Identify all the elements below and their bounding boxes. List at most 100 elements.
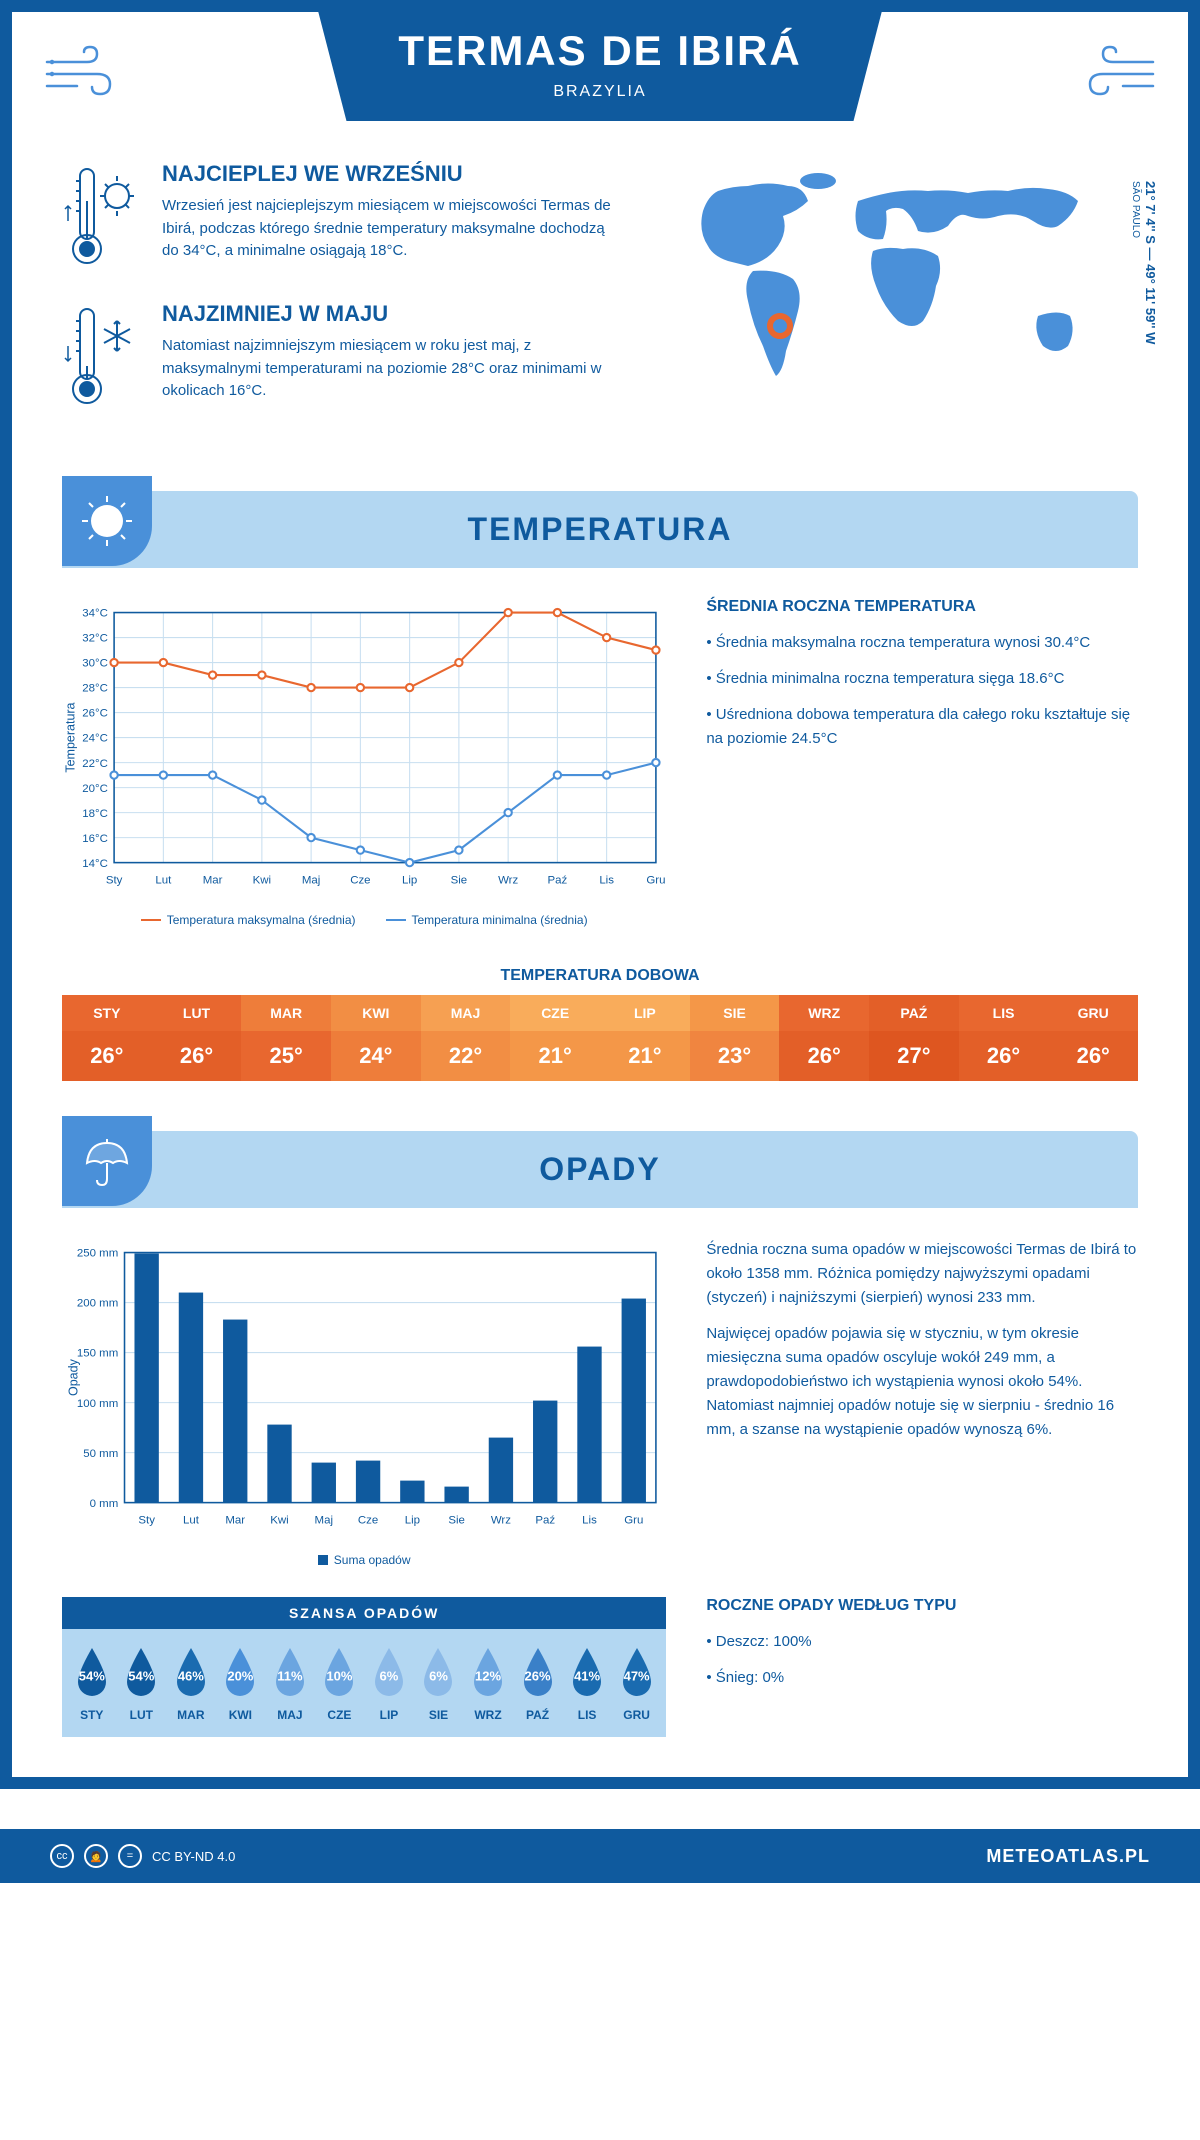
page-footer: cc 🙍 = CC BY-ND 4.0 METEOATLAS.PL [0, 1829, 1200, 1883]
svg-text:34°C: 34°C [82, 608, 108, 620]
site-name: METEOATLAS.PL [986, 1846, 1150, 1867]
rain-section-header: OPADY [62, 1131, 1138, 1208]
svg-text:16°C: 16°C [82, 833, 108, 845]
svg-text:20°C: 20°C [82, 783, 108, 795]
rain-chance-cell: 47% GRU [612, 1644, 662, 1722]
svg-text:250 mm: 250 mm [77, 1248, 118, 1260]
svg-text:28°C: 28°C [82, 683, 108, 695]
rain-chance-cell: 20% KWI [216, 1644, 266, 1722]
temp-bullet: • Średnia maksymalna roczna temperatura … [706, 631, 1138, 655]
world-map: 21° 7' 4'' S — 49° 11' 59'' W SÃO PAULO [658, 161, 1138, 441]
rain-chance-cell: 54% STY [67, 1644, 117, 1722]
svg-text:Lip: Lip [405, 1514, 420, 1526]
temp-table-cell: SIE 23° [690, 995, 780, 1081]
svg-text:14°C: 14°C [82, 858, 108, 870]
svg-text:50 mm: 50 mm [83, 1448, 118, 1460]
license-text: CC BY-ND 4.0 [152, 1849, 235, 1864]
thermometer-snow-icon [62, 301, 142, 416]
svg-text:18°C: 18°C [82, 808, 108, 820]
svg-text:Sie: Sie [448, 1514, 465, 1526]
sun-icon [62, 476, 152, 566]
rain-chance-cell: 26% PAŹ [513, 1644, 563, 1722]
rain-title: OPADY [62, 1151, 1138, 1188]
svg-text:0 mm: 0 mm [90, 1498, 119, 1510]
svg-text:30°C: 30°C [82, 658, 108, 670]
svg-text:Lut: Lut [155, 874, 172, 886]
rain-chance-cell: 41% LIS [562, 1644, 612, 1722]
svg-text:Mar: Mar [225, 1514, 245, 1526]
svg-text:200 mm: 200 mm [77, 1298, 118, 1310]
coldest-block: NAJZIMNIEJ W MAJU Natomiast najzimniejsz… [62, 301, 618, 416]
rain-chance-cell: 6% LIP [364, 1644, 414, 1722]
svg-text:Maj: Maj [315, 1514, 333, 1526]
rain-chance-title: SZANSA OPADÓW [62, 1597, 666, 1629]
temp-legend: Temperatura maksymalna (średnia) Tempera… [62, 913, 666, 927]
rain-chance-cell: 54% LUT [117, 1644, 167, 1722]
title-banner: TERMAS DE IBIRÁ BRAZYLIA [318, 12, 881, 121]
rain-chance-widget: SZANSA OPADÓW 54% STY 54% LUT 46% MAR 20… [62, 1597, 666, 1737]
svg-text:Lis: Lis [582, 1514, 597, 1526]
svg-text:Sty: Sty [106, 874, 123, 886]
svg-text:Lis: Lis [599, 874, 614, 886]
daily-temp-title: TEMPERATURA DOBOWA [12, 967, 1188, 985]
umbrella-icon [62, 1116, 152, 1206]
hottest-text: Wrzesień jest najcieplejszym miesiącem w… [162, 195, 618, 263]
rain-type: • Śnieg: 0% [706, 1666, 1138, 1690]
rain-chance-cell: 10% CZE [315, 1644, 365, 1722]
svg-text:Wrz: Wrz [498, 874, 518, 886]
svg-text:Sie: Sie [451, 874, 468, 886]
svg-text:Cze: Cze [358, 1514, 378, 1526]
hottest-title: NAJCIEPLEJ WE WRZEŚNIU [162, 161, 618, 187]
temp-table-cell: WRZ 26° [779, 995, 869, 1081]
precipitation-bar-chart: 0 mm 50 mm 100 mm 150 mm 200 mm 250 mm Opady St… [62, 1238, 666, 1538]
svg-text:100 mm: 100 mm [77, 1398, 118, 1410]
thermometer-sun-icon [62, 161, 142, 276]
coldest-text: Natomiast najzimniejszym miesiącem w rok… [162, 335, 618, 403]
coldest-title: NAJZIMNIEJ W MAJU [162, 301, 618, 327]
svg-text:26°C: 26°C [82, 708, 108, 720]
rain-type-title: ROCZNE OPADY WEDŁUG TYPU [706, 1597, 1138, 1615]
coordinates: 21° 7' 4'' S — 49° 11' 59'' W SÃO PAULO [1128, 181, 1158, 344]
temp-table-cell: MAJ 22° [421, 995, 511, 1081]
temp-info-title: ŚREDNIA ROCZNA TEMPERATURA [706, 598, 1138, 616]
rain-chance-cell: 46% MAR [166, 1644, 216, 1722]
svg-text:Sty: Sty [138, 1514, 155, 1526]
svg-text:150 mm: 150 mm [77, 1348, 118, 1360]
temp-table-cell: MAR 25° [241, 995, 331, 1081]
rain-text: Najwięcej opadów pojawia się w styczniu,… [706, 1322, 1138, 1442]
wind-icon [42, 42, 122, 116]
cc-icon: cc [50, 1844, 74, 1868]
svg-text:Kwi: Kwi [253, 874, 271, 886]
temp-table-cell: GRU 26° [1048, 995, 1138, 1081]
svg-text:Lut: Lut [183, 1514, 200, 1526]
svg-text:Gru: Gru [646, 874, 665, 886]
temp-table-cell: LIS 26° [959, 995, 1049, 1081]
svg-text:Wrz: Wrz [491, 1514, 511, 1526]
svg-text:32°C: 32°C [82, 633, 108, 645]
page-header: TERMAS DE IBIRÁ BRAZYLIA [12, 12, 1188, 151]
svg-text:Maj: Maj [302, 874, 320, 886]
svg-text:Temperatura: Temperatura [64, 702, 78, 772]
svg-text:Mar: Mar [203, 874, 223, 886]
rain-chance-cell: 12% WRZ [463, 1644, 513, 1722]
temp-title: TEMPERATURA [62, 511, 1138, 548]
temp-table-cell: LIP 21° [600, 995, 690, 1081]
svg-text:Opady: Opady [67, 1358, 81, 1396]
rain-legend: Suma opadów [62, 1553, 666, 1567]
daily-temp-table: STY 26° LUT 26° MAR 25° KWI 24° MAJ 22° … [62, 995, 1138, 1081]
temp-table-cell: PAŹ 27° [869, 995, 959, 1081]
wind-icon [1078, 42, 1158, 116]
temp-table-cell: LUT 26° [152, 995, 242, 1081]
temp-section-header: TEMPERATURA [62, 491, 1138, 568]
svg-text:Paź: Paź [535, 1514, 555, 1526]
page-title: TERMAS DE IBIRÁ [398, 27, 801, 75]
rain-chance-cell: 6% SIE [414, 1644, 464, 1722]
temp-table-cell: KWI 24° [331, 995, 421, 1081]
temp-bullet: • Średnia minimalna roczna temperatura s… [706, 667, 1138, 691]
svg-text:Kwi: Kwi [270, 1514, 288, 1526]
rain-text: Średnia roczna suma opadów w miejscowośc… [706, 1238, 1138, 1310]
temp-table-cell: STY 26° [62, 995, 152, 1081]
rain-chance-cell: 11% MAJ [265, 1644, 315, 1722]
by-icon: 🙍 [84, 1844, 108, 1868]
svg-text:Paź: Paź [548, 874, 568, 886]
